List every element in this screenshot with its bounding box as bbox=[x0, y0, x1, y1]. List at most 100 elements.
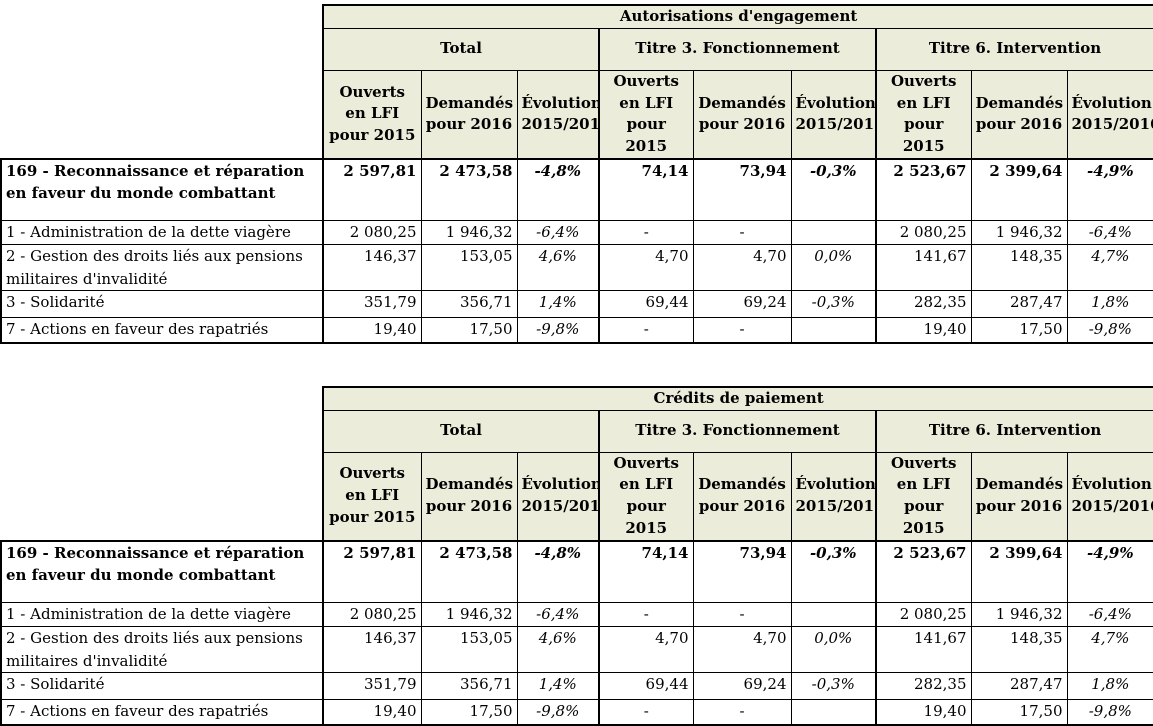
value-cell: 351,79 bbox=[322, 672, 422, 700]
value-cell: -9,8% bbox=[1066, 317, 1153, 344]
value-cell: 19,40 bbox=[322, 317, 422, 344]
column-header-evolution: Évolution 2015/2016 bbox=[790, 69, 877, 160]
value-cell: -4,9% bbox=[1066, 157, 1153, 222]
value-cell: 351,79 bbox=[322, 290, 422, 319]
value-cell: 1 946,32 bbox=[970, 220, 1068, 246]
table-row: 1 - Administration de la dette viagère 2… bbox=[0, 602, 1153, 627]
value-cell: 73,94 bbox=[692, 539, 792, 603]
value-cell: -6,4% bbox=[516, 602, 600, 627]
value-cell: 2 080,25 bbox=[322, 602, 422, 627]
value-cell: 287,47 bbox=[970, 672, 1068, 700]
value-cell: 356,71 bbox=[420, 290, 518, 319]
value-cell: 19,40 bbox=[322, 699, 422, 726]
row-label: 2 - Gestion des droits liés aux pensions… bbox=[0, 626, 324, 673]
table-row: 3 - Solidarité 351,79 356,71 1,4% 69,44 … bbox=[0, 672, 1153, 700]
value-cell: -0,3% bbox=[790, 290, 877, 319]
value-cell: 69,24 bbox=[692, 290, 792, 319]
value-cell: 1 946,32 bbox=[420, 602, 518, 627]
value-cell: -0,3% bbox=[790, 157, 877, 222]
value-cell: 141,67 bbox=[875, 244, 972, 292]
value-cell: -0,3% bbox=[790, 539, 877, 603]
value-cell: 148,35 bbox=[970, 244, 1068, 292]
value-cell: 69,44 bbox=[598, 290, 694, 319]
value-cell: 356,71 bbox=[420, 672, 518, 700]
column-header-evolution: Évolution 2015/2016 bbox=[516, 69, 600, 160]
column-header-demandes: Demandés pour 2016 bbox=[692, 69, 792, 160]
value-cell: 17,50 bbox=[970, 317, 1068, 344]
table-title: Crédits de paiement bbox=[321, 385, 1153, 411]
value-cell: -0,3% bbox=[790, 672, 877, 700]
row-label: 7 - Actions en faveur des rapatriés bbox=[0, 317, 324, 344]
column-header-evolution: Évolution 2015/2016 bbox=[790, 451, 877, 541]
value-cell: 4,70 bbox=[692, 626, 792, 673]
value-cell bbox=[790, 220, 877, 246]
value-cell: 4,6% bbox=[516, 626, 600, 673]
value-cell: - bbox=[598, 317, 694, 344]
column-header-demandes: Demandés pour 2016 bbox=[420, 69, 518, 160]
value-cell: 153,05 bbox=[420, 626, 518, 673]
value-cell: -4,8% bbox=[516, 157, 600, 222]
column-header-evolution: Évolution 2015/2016 bbox=[1066, 69, 1153, 160]
value-cell: 2 399,64 bbox=[970, 539, 1068, 603]
value-cell: 4,7% bbox=[1066, 626, 1153, 673]
value-cell: 2 597,81 bbox=[322, 157, 422, 222]
value-cell: 69,44 bbox=[598, 672, 694, 700]
table-row: 2 - Gestion des droits liés aux pensions… bbox=[0, 244, 1153, 292]
value-cell: -9,8% bbox=[1066, 699, 1153, 726]
table-title: Autorisations d'engagement bbox=[321, 3, 1153, 29]
value-cell: 74,14 bbox=[598, 157, 694, 222]
table-credits-paiement: Crédits de paiement Total Titre 3. Fonct… bbox=[0, 385, 1153, 726]
table-row: 169 - Reconnaissance et réparation en fa… bbox=[0, 539, 1153, 603]
value-cell bbox=[790, 317, 877, 344]
value-cell: 1,8% bbox=[1066, 672, 1153, 700]
header-spacer bbox=[1, 386, 323, 541]
row-label: 2 - Gestion des droits liés aux pensions… bbox=[0, 244, 324, 292]
value-cell: - bbox=[692, 220, 792, 246]
table-autorisations-engagement: Autorisations d'engagement Total Titre 3… bbox=[0, 3, 1153, 344]
value-cell: 17,50 bbox=[970, 699, 1068, 726]
table-row: 1 - Administration de la dette viagère 2… bbox=[0, 220, 1153, 246]
value-cell: -6,4% bbox=[1066, 220, 1153, 246]
value-cell: 287,47 bbox=[970, 290, 1068, 319]
column-header-demandes: Demandés pour 2016 bbox=[692, 451, 792, 541]
row-label: 169 - Reconnaissance et réparation en fa… bbox=[0, 157, 324, 222]
value-cell: 282,35 bbox=[875, 672, 972, 700]
value-cell: 153,05 bbox=[420, 244, 518, 292]
value-cell: -6,4% bbox=[516, 220, 600, 246]
value-cell: 2 523,67 bbox=[875, 157, 972, 222]
value-cell: 141,67 bbox=[875, 626, 972, 673]
value-cell: 1,8% bbox=[1066, 290, 1153, 319]
table-row: 169 - Reconnaissance et réparation en fa… bbox=[0, 157, 1153, 222]
value-cell: 146,37 bbox=[322, 244, 422, 292]
column-header-ouverts-lfi: Ouverts en LFI pour 2015 bbox=[322, 69, 422, 160]
column-header-demandes: Demandés pour 2016 bbox=[420, 451, 518, 541]
value-cell: 0,0% bbox=[790, 244, 877, 292]
row-label: 1 - Administration de la dette viagère bbox=[0, 602, 324, 627]
table-row: 3 - Solidarité 351,79 356,71 1,4% 69,44 … bbox=[0, 290, 1153, 319]
value-cell: - bbox=[692, 317, 792, 344]
value-cell: 4,70 bbox=[598, 244, 694, 292]
column-header-demandes: Demandés pour 2016 bbox=[970, 69, 1068, 160]
table-row: 2 - Gestion des droits liés aux pensions… bbox=[0, 626, 1153, 673]
value-cell: -4,8% bbox=[516, 539, 600, 603]
row-label: 1 - Administration de la dette viagère bbox=[0, 220, 324, 246]
column-header-evolution: Évolution 2015/2016 bbox=[1066, 451, 1153, 541]
value-cell: 4,70 bbox=[692, 244, 792, 292]
value-cell: 4,7% bbox=[1066, 244, 1153, 292]
value-cell: 2 399,64 bbox=[970, 157, 1068, 222]
value-cell: - bbox=[692, 699, 792, 726]
group-header-titre6: Titre 6. Intervention bbox=[874, 27, 1153, 71]
value-cell: 0,0% bbox=[790, 626, 877, 673]
group-header-titre3: Titre 3. Fonctionnement bbox=[598, 409, 877, 453]
row-label: 3 - Solidarité bbox=[0, 672, 324, 700]
value-cell: -6,4% bbox=[1066, 602, 1153, 627]
value-cell: -9,8% bbox=[516, 317, 600, 344]
value-cell: 2 597,81 bbox=[322, 539, 422, 603]
value-cell: 1 946,32 bbox=[970, 602, 1068, 627]
value-cell: - bbox=[692, 602, 792, 627]
value-cell: 4,6% bbox=[516, 244, 600, 292]
value-cell: - bbox=[598, 220, 694, 246]
value-cell: 73,94 bbox=[692, 157, 792, 222]
value-cell: -9,8% bbox=[516, 699, 600, 726]
column-header-ouverts-lfi: Ouverts en LFI pour 2015 bbox=[598, 451, 694, 541]
